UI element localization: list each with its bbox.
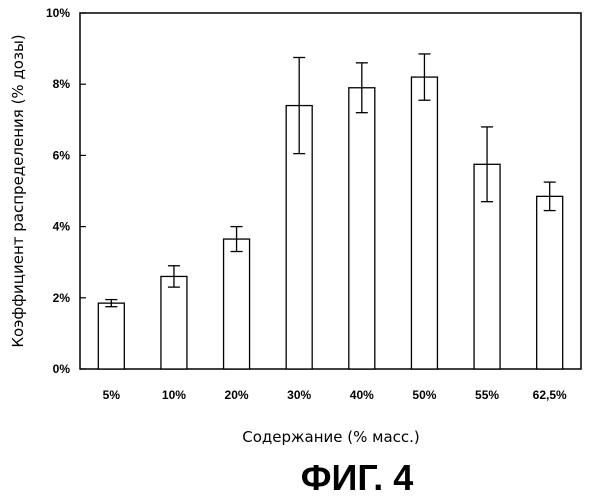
x-axis: 5% 10% 20% 30% 40% 50% 55% 62,5% <box>103 388 567 402</box>
x-tick-label: 30% <box>287 388 311 402</box>
y-tick-label: 6% <box>53 148 71 162</box>
x-tick-label: 40% <box>350 388 374 402</box>
bar <box>537 196 563 369</box>
figure-caption: ФИГ. 4 <box>301 457 414 498</box>
y-tick-label: 10% <box>46 6 70 20</box>
x-tick-label: 55% <box>475 388 499 402</box>
y-tick-label: 2% <box>53 291 71 305</box>
bar <box>411 77 437 369</box>
x-tick-label: 62,5% <box>533 388 567 402</box>
bar <box>161 276 187 369</box>
y-tick-label: 4% <box>53 220 71 234</box>
x-tick-label: 10% <box>162 388 186 402</box>
bars-group <box>98 54 562 369</box>
x-tick-label: 5% <box>103 388 121 402</box>
bar <box>98 303 124 369</box>
x-tick-label: 20% <box>225 388 249 402</box>
bar <box>224 239 250 369</box>
y-axis-title: Коэффициент распределения (% дозы) <box>9 34 27 347</box>
y-tick-label: 0% <box>53 362 71 376</box>
bar <box>349 88 375 369</box>
x-tick-label: 50% <box>412 388 436 402</box>
plot-frame <box>80 13 581 369</box>
y-tick-label: 8% <box>53 77 71 91</box>
x-axis-title: Содержание (% масс.) <box>242 428 420 446</box>
